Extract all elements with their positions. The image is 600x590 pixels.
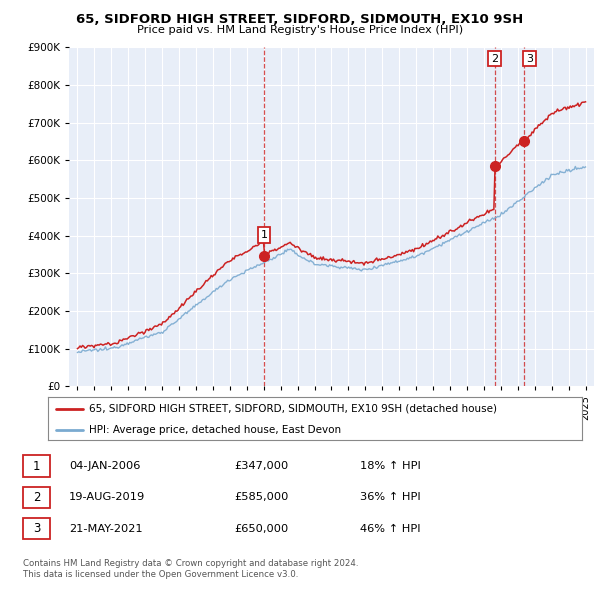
Text: £650,000: £650,000 — [234, 524, 288, 533]
Text: 1: 1 — [33, 460, 40, 473]
Text: 3: 3 — [526, 54, 533, 64]
Text: 1: 1 — [260, 230, 268, 240]
Text: 21-MAY-2021: 21-MAY-2021 — [69, 524, 143, 533]
Text: This data is licensed under the Open Government Licence v3.0.: This data is licensed under the Open Gov… — [23, 571, 298, 579]
Text: 46% ↑ HPI: 46% ↑ HPI — [360, 524, 421, 533]
Text: 65, SIDFORD HIGH STREET, SIDFORD, SIDMOUTH, EX10 9SH: 65, SIDFORD HIGH STREET, SIDFORD, SIDMOU… — [76, 13, 524, 26]
Text: 04-JAN-2006: 04-JAN-2006 — [69, 461, 140, 471]
Text: £347,000: £347,000 — [234, 461, 288, 471]
Text: 65, SIDFORD HIGH STREET, SIDFORD, SIDMOUTH, EX10 9SH (detached house): 65, SIDFORD HIGH STREET, SIDFORD, SIDMOU… — [89, 404, 497, 414]
Text: 19-AUG-2019: 19-AUG-2019 — [69, 493, 145, 502]
Text: 3: 3 — [33, 522, 40, 535]
Text: £585,000: £585,000 — [234, 493, 289, 502]
Text: 36% ↑ HPI: 36% ↑ HPI — [360, 493, 421, 502]
Text: 18% ↑ HPI: 18% ↑ HPI — [360, 461, 421, 471]
Text: Contains HM Land Registry data © Crown copyright and database right 2024.: Contains HM Land Registry data © Crown c… — [23, 559, 358, 568]
Text: Price paid vs. HM Land Registry's House Price Index (HPI): Price paid vs. HM Land Registry's House … — [137, 25, 463, 35]
Text: 2: 2 — [491, 54, 498, 64]
Text: 2: 2 — [33, 491, 40, 504]
Text: HPI: Average price, detached house, East Devon: HPI: Average price, detached house, East… — [89, 425, 341, 435]
